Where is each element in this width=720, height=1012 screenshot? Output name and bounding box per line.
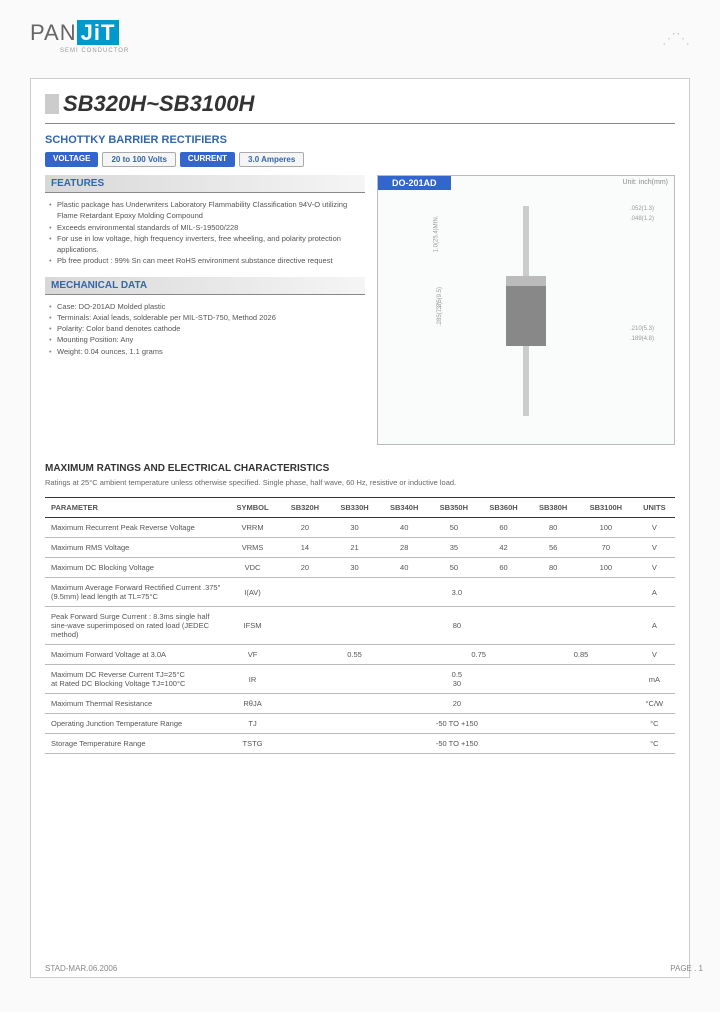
footer-right: PAGE . 1 — [670, 964, 703, 973]
list-item: Case: DO-201AD Molded plastic — [49, 301, 365, 312]
current-label: CURRENT — [180, 152, 235, 167]
table-row: Maximum Recurrent Peak Reverse VoltageVR… — [45, 518, 675, 538]
table-header: SB380H — [528, 498, 578, 518]
current-value: 3.0 Amperes — [239, 152, 304, 167]
table-row: Peak Forward Surge Current : 8.3ms singl… — [45, 607, 675, 645]
list-item: Exceeds environmental standards of MIL-S… — [49, 222, 365, 233]
dim-2: .048(1.2) — [630, 216, 654, 222]
right-column: DO-201AD Unit: inch(mm) .052(1.3) .048(1… — [377, 175, 675, 445]
dim-5: .285(7.2) — [437, 302, 443, 326]
table-header: SYMBOL — [225, 498, 280, 518]
table-header: SB320H — [280, 498, 330, 518]
header: PANJiT SEMI CONDUCTOR ⋰⋱ — [30, 20, 690, 70]
ratings-table: PARAMETERSYMBOLSB320HSB330HSB340HSB350HS… — [45, 497, 675, 754]
mech-list: Case: DO-201AD Molded plasticTerminals: … — [45, 301, 365, 357]
dim-7: .189(4.8) — [630, 336, 654, 342]
list-item: Pb free product : 99% Sn can meet RoHS e… — [49, 255, 365, 266]
package-unit: Unit: inch(mm) — [622, 179, 668, 186]
list-item: Terminals: Axial leads, solderable per M… — [49, 312, 365, 323]
table-row: Operating Junction Temperature RangeTJ-5… — [45, 714, 675, 734]
features-head: FEATURES — [45, 175, 365, 193]
logo-part2: JiT — [77, 20, 120, 45]
list-item: Mounting Position: Any — [49, 334, 365, 345]
table-header: SB350H — [429, 498, 479, 518]
list-item: Plastic package has Underwriters Laborat… — [49, 199, 365, 222]
mech-head: MECHANICAL DATA — [45, 277, 365, 295]
dim-1: .052(1.3) — [630, 206, 654, 212]
page-title: SB320H~SB3100H — [63, 91, 254, 117]
table-header: SB360H — [479, 498, 529, 518]
logo: PANJiT — [30, 20, 129, 46]
decor-dots: ⋰⋱ — [662, 30, 690, 47]
table-row: Maximum DC Reverse Current TJ=25°C at Ra… — [45, 665, 675, 694]
table-row: Storage Temperature RangeTSTG-50 TO +150… — [45, 734, 675, 754]
diode-icon — [496, 206, 556, 426]
dim-3: 1.0(25.4)MIN. — [433, 216, 439, 253]
footer: STAD-MAR.06.2006 PAGE . 1 — [45, 964, 703, 973]
table-header: SB340H — [379, 498, 429, 518]
table-header-row: PARAMETERSYMBOLSB320HSB330HSB340HSB350HS… — [45, 498, 675, 518]
voltage-value: 20 to 100 Volts — [102, 152, 175, 167]
table-row: Maximum Average Forward Rectified Curren… — [45, 578, 675, 607]
list-item: For use in low voltage, high frequency i… — [49, 233, 365, 256]
title-square-icon — [45, 94, 59, 114]
table-header: SB330H — [330, 498, 380, 518]
table-body: Maximum Recurrent Peak Reverse VoltageVR… — [45, 518, 675, 754]
list-item: Polarity: Color band denotes cathode — [49, 323, 365, 334]
package-name: DO-201AD — [378, 176, 451, 190]
table-row: Maximum Forward Voltage at 3.0AVF0.550.7… — [45, 645, 675, 665]
spec-row: VOLTAGE 20 to 100 Volts CURRENT 3.0 Ampe… — [45, 152, 675, 167]
logo-subtitle: SEMI CONDUCTOR — [60, 48, 129, 54]
list-item: Weight: 0.04 ounces, 1.1 grams — [49, 346, 365, 357]
ratings-note: Ratings at 25°C ambient temperature unle… — [45, 478, 675, 487]
left-column: FEATURES Plastic package has Underwriter… — [45, 175, 365, 445]
dim-6: .210(5.3) — [630, 326, 654, 332]
table-header: SB3100H — [578, 498, 634, 518]
features-list: Plastic package has Underwriters Laborat… — [45, 199, 365, 267]
logo-part1: PAN — [30, 20, 77, 45]
table-row: Maximum Thermal ResistanceRθJA20°C/W — [45, 694, 675, 714]
table-row: Maximum RMS VoltageVRMS14212835425670V — [45, 538, 675, 558]
ratings-title: MAXIMUM RATINGS AND ELECTRICAL CHARACTER… — [45, 463, 675, 474]
package-diagram: DO-201AD Unit: inch(mm) .052(1.3) .048(1… — [377, 175, 675, 445]
page: PANJiT SEMI CONDUCTOR ⋰⋱ SB320H~SB3100H … — [30, 20, 690, 980]
logo-block: PANJiT SEMI CONDUCTOR — [30, 20, 129, 54]
content-frame: SB320H~SB3100H SCHOTTKY BARRIER RECTIFIE… — [30, 78, 690, 978]
two-column: FEATURES Plastic package has Underwriter… — [45, 175, 675, 445]
voltage-label: VOLTAGE — [45, 152, 98, 167]
title-bar: SB320H~SB3100H — [45, 91, 675, 124]
table-header: PARAMETER — [45, 498, 225, 518]
table-row: Maximum DC Blocking VoltageVDC2030405060… — [45, 558, 675, 578]
subtitle: SCHOTTKY BARRIER RECTIFIERS — [45, 134, 675, 146]
footer-left: STAD-MAR.06.2006 — [45, 964, 117, 973]
table-header: UNITS — [634, 498, 675, 518]
